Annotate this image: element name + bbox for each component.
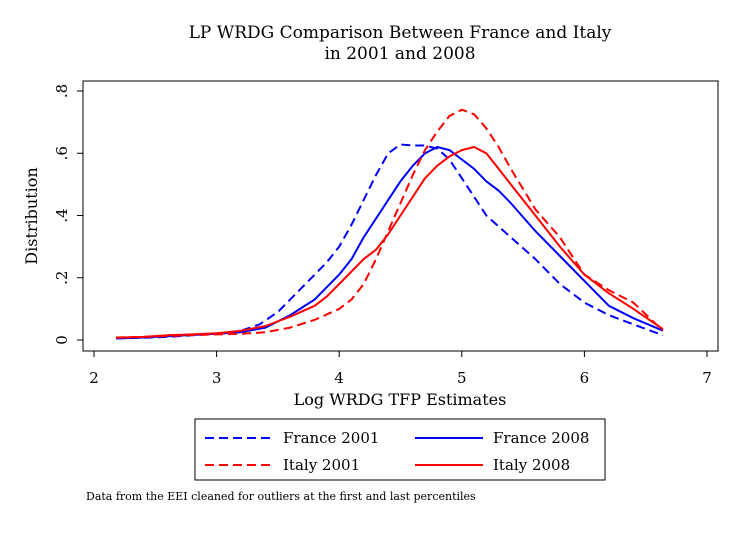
series-line-italy-2008 bbox=[116, 146, 664, 339]
x-tick-label-5: 7 bbox=[702, 369, 712, 387]
series-line-italy-2001 bbox=[116, 108, 664, 339]
y-axis: 0 .2 .4 .6 .8 bbox=[53, 84, 83, 345]
chart-note: Data from the EEI cleaned for outliers a… bbox=[86, 490, 476, 503]
legend-label-italy-2001: Italy 2001 bbox=[283, 456, 360, 474]
legend: France 2001 France 2008 Italy 2001 Italy 20… bbox=[194, 418, 606, 481]
y-tick-label-4: .8 bbox=[53, 84, 71, 98]
chart-title-line-1: LP WRDG Comparison Between France and It… bbox=[189, 23, 612, 43]
x-tick-label-3: 5 bbox=[457, 369, 467, 387]
y-tick-label-0: 0 bbox=[53, 335, 71, 345]
legend-entries: France 2001 France 2008 Italy 2001 Italy 20… bbox=[205, 429, 589, 474]
x-tick-label-0: 2 bbox=[89, 369, 99, 387]
y-tick-label-3: .6 bbox=[53, 146, 71, 160]
series-lines bbox=[116, 108, 664, 340]
x-tick-label-1: 3 bbox=[212, 369, 222, 387]
legend-label-france-2001: France 2001 bbox=[283, 429, 379, 447]
y-axis-label: Distribution bbox=[22, 167, 41, 264]
x-tick-label-4: 6 bbox=[580, 369, 590, 387]
series-line-france-2001 bbox=[116, 143, 664, 340]
x-axis-label: Log WRDG TFP Estimates bbox=[294, 390, 507, 409]
legend-label-italy-2008: Italy 2008 bbox=[493, 456, 570, 474]
chart-title-line-2: in 2001 and 2008 bbox=[324, 44, 475, 64]
series-line-france-2008 bbox=[116, 146, 664, 340]
legend-label-france-2008: France 2008 bbox=[493, 429, 589, 447]
x-axis: 2 3 4 5 6 7 bbox=[89, 351, 712, 387]
y-tick-label-2: .4 bbox=[53, 208, 71, 222]
x-tick-label-2: 4 bbox=[334, 369, 344, 387]
y-tick-label-1: .2 bbox=[53, 271, 71, 285]
legend-frame bbox=[194, 418, 606, 481]
